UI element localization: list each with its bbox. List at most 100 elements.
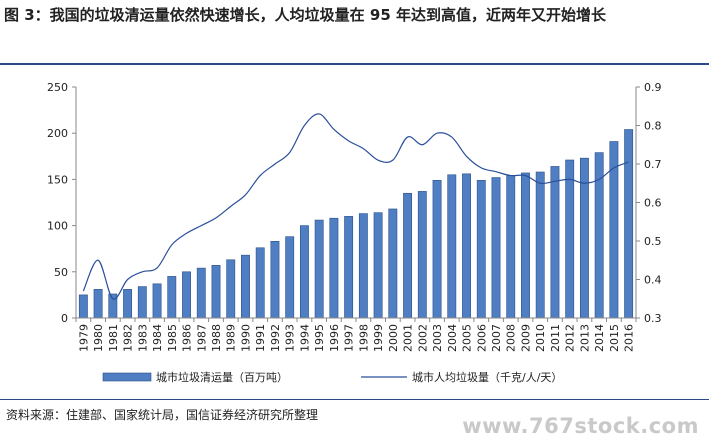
x-tick-label: 1981 (107, 324, 120, 352)
x-tick-label: 1986 (181, 324, 194, 352)
bar-1988 (211, 265, 221, 319)
bar-2016 (624, 129, 634, 319)
bar-1994 (299, 225, 309, 319)
bar-2004 (447, 174, 457, 319)
y-right-tick-label: 0.9 (644, 81, 662, 94)
x-tick-label: 2007 (490, 324, 503, 352)
y-left-tick-label: 0 (61, 312, 68, 325)
bar-1992 (270, 241, 280, 319)
x-tick-label: 2016 (623, 324, 636, 352)
x-tick-label: 1993 (284, 324, 297, 352)
line-series (82, 113, 629, 300)
x-tick-label: 2003 (431, 324, 444, 352)
x-tick-label: 1987 (195, 324, 208, 352)
x-tick-label: 2014 (593, 324, 606, 352)
bar-2008 (506, 175, 516, 319)
watermark: www.767stock.com (462, 414, 699, 438)
y-left-tick-label: 200 (47, 127, 68, 140)
x-tick-label: 2006 (475, 324, 488, 352)
top-rule (0, 63, 709, 65)
x-tick-label: 1994 (298, 324, 311, 352)
bar-1995 (314, 219, 324, 319)
x-tick-label: 2013 (578, 324, 591, 352)
bar-2002 (417, 191, 427, 319)
chart-svg: 0 50 100 150 200 250 0.3 0.4 0.5 0.6 0.7 0.8 0.9 1979… (47, 81, 662, 384)
x-tick-label: 2002 (416, 324, 429, 352)
bar-1998 (358, 213, 368, 319)
bar-1979 (78, 294, 88, 319)
chart-title: 图 3：我国的垃圾清运量依然快速增长，人均垃圾量在 95 年达到高值，近两年又开… (4, 6, 606, 24)
x-tick-label: 2004 (446, 324, 459, 352)
bar-1985 (167, 276, 177, 319)
bar-1996 (329, 217, 339, 319)
y-right-tick-label: 0.5 (644, 235, 662, 248)
bottom-rule (0, 399, 709, 400)
x-tick-label: 1996 (328, 324, 341, 352)
x-tick-label: 1992 (269, 324, 282, 352)
bar-2007 (491, 177, 501, 319)
bar-1982 (123, 289, 133, 319)
y-right-tick-label: 0.8 (644, 120, 662, 133)
y-left-tick-label: 250 (47, 81, 68, 94)
bar-2000 (388, 208, 398, 319)
bar-1986 (182, 271, 191, 319)
bar-2003 (432, 180, 442, 319)
x-tick-label: 1999 (372, 324, 385, 352)
x-tick-label: 2015 (608, 324, 621, 352)
x-tick-label: 2010 (534, 324, 547, 352)
x-tick-label: 1998 (357, 324, 370, 352)
x-tick-label: 1989 (225, 324, 238, 352)
x-tick-label: 1980 (92, 324, 105, 352)
bar-1987 (196, 267, 206, 319)
bar-2005 (462, 173, 471, 319)
bar-1980 (93, 289, 103, 319)
x-tick-label: 1984 (151, 324, 164, 352)
bar-1983 (137, 286, 147, 319)
axes: 0 50 100 150 200 250 0.3 0.4 0.5 0.6 0.7 0.8 0.9 1979… (47, 81, 662, 352)
x-tick-label: 1990 (239, 324, 252, 352)
legend: 城市垃圾清运量（百万吨） 城市人均垃圾量（千克/人/天） (102, 370, 562, 384)
x-tick-label: 1985 (166, 324, 179, 352)
x-tick-label: 2000 (387, 324, 400, 352)
bar-2006 (476, 180, 486, 319)
bar-1999 (373, 212, 383, 319)
x-tick-label: 2012 (564, 324, 577, 352)
y-right-tick-label: 0.3 (644, 312, 662, 325)
y-left-tick-label: 100 (47, 220, 68, 233)
x-tick-label: 1988 (210, 324, 223, 352)
y-right-tick-label: 0.4 (644, 274, 662, 287)
x-tick-label: 2008 (505, 324, 518, 352)
x-tick-label: 1982 (122, 324, 135, 352)
bar-2013 (579, 157, 589, 319)
x-tick-label: 1995 (313, 324, 326, 352)
bar-1989 (226, 259, 236, 319)
x-tick-label: 1997 (343, 324, 356, 352)
bar-2010 (535, 171, 545, 319)
bar-1997 (344, 216, 354, 319)
bar-1991 (255, 247, 265, 319)
y-left-tick-label: 150 (47, 173, 68, 186)
bar-2001 (403, 192, 413, 319)
x-tick-label: 2009 (519, 324, 532, 352)
bar-1984 (152, 283, 162, 319)
bar-2012 (565, 159, 575, 319)
bar-1990 (241, 254, 250, 319)
y-left-tick-label: 50 (54, 266, 68, 279)
legend-line-label: 城市人均垃圾量（千克/人/天） (412, 370, 562, 384)
x-tick-label: 2005 (461, 324, 474, 352)
x-tick-label: 1991 (254, 324, 267, 352)
bar-1981 (108, 293, 118, 319)
x-tick-label: 2011 (549, 324, 562, 352)
bar-1993 (285, 236, 295, 319)
bar-2011 (550, 166, 560, 319)
x-tick-label: 1979 (77, 324, 90, 352)
x-tick-label: 1983 (136, 324, 149, 352)
y-right-tick-label: 0.7 (644, 158, 662, 171)
bar-2009 (521, 172, 530, 319)
legend-bar-label: 城市垃圾清运量（百万吨） (156, 370, 288, 384)
bar-series (78, 129, 634, 319)
legend-bar-swatch (102, 372, 152, 382)
source-note: 资料来源：住建部、国家统计局，国信证券经济研究所整理 (6, 408, 319, 422)
y-right-tick-label: 0.6 (644, 197, 662, 210)
x-tick-label: 2001 (402, 324, 415, 352)
